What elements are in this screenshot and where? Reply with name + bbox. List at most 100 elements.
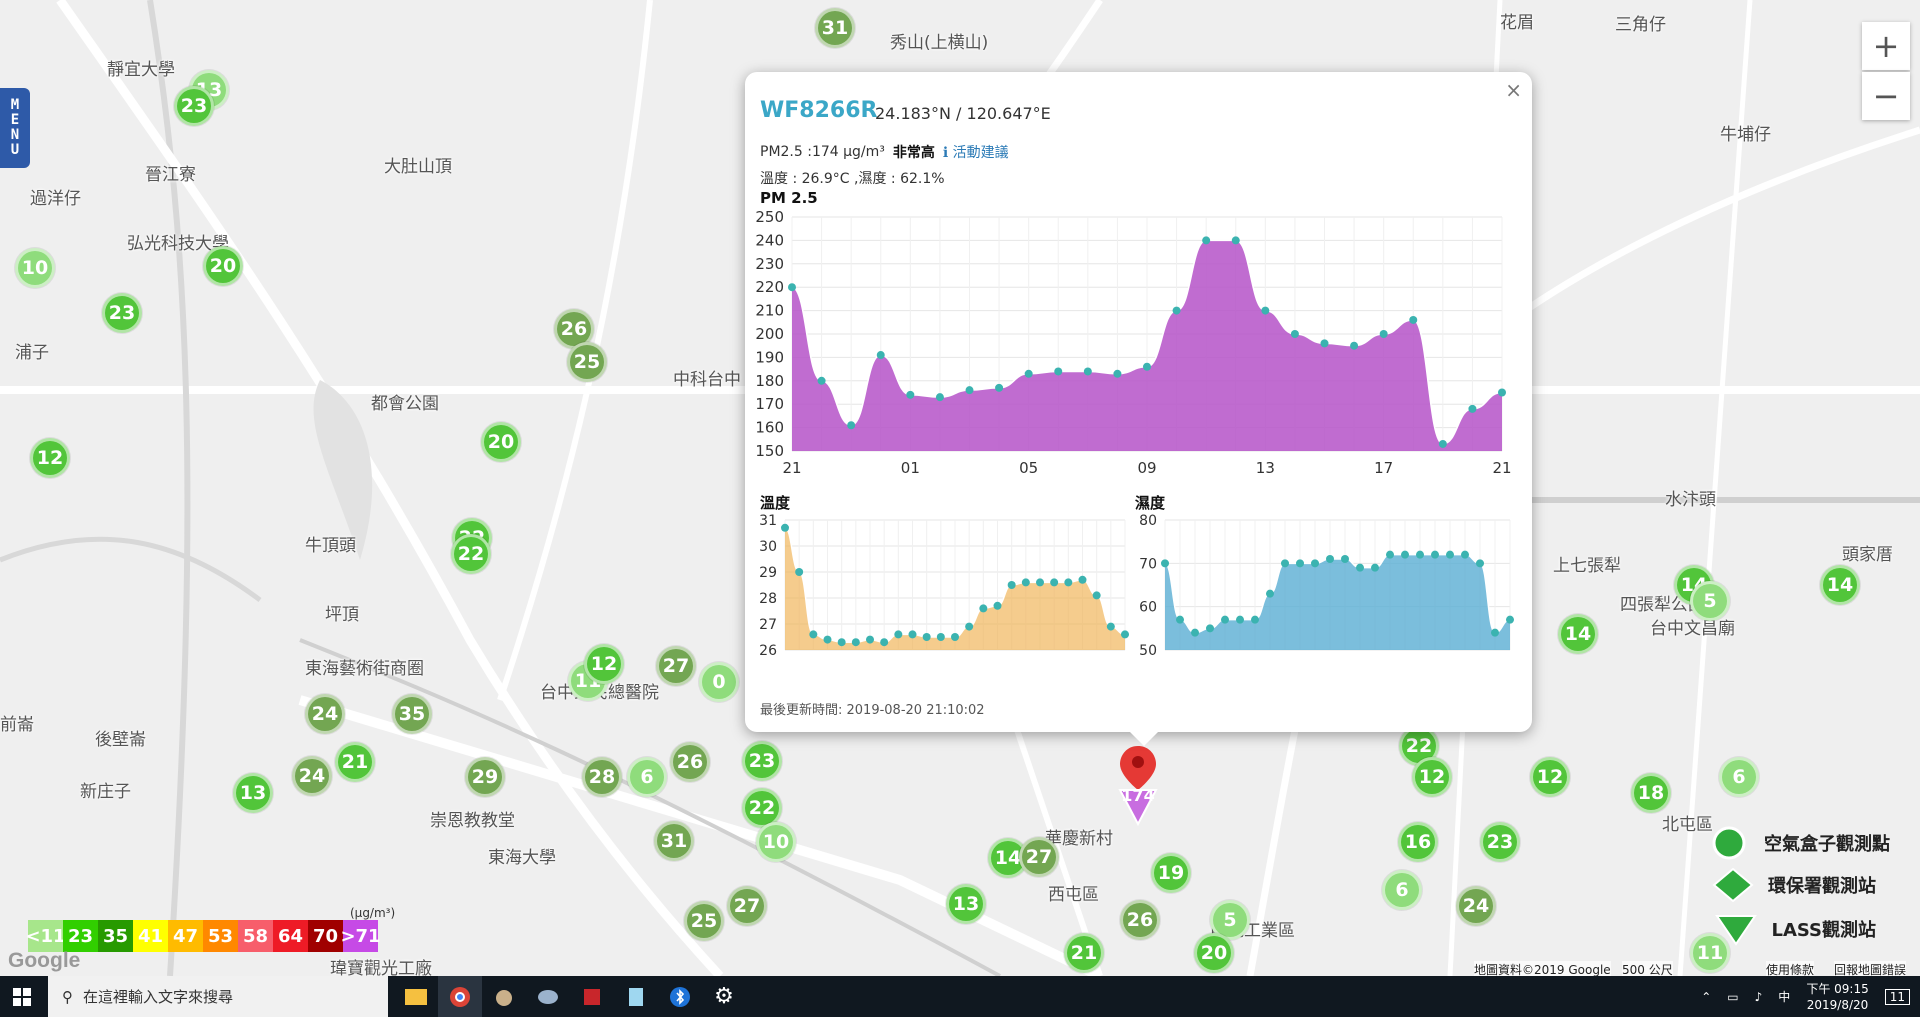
data-point[interactable] <box>1007 581 1016 589</box>
settings-gear-icon[interactable]: ⚙ <box>714 984 734 1009</box>
data-point[interactable] <box>817 376 826 385</box>
sensor-marker[interactable]: 11 <box>1690 933 1730 973</box>
data-point[interactable] <box>837 638 846 647</box>
ime-indicator[interactable]: 中 <box>1778 990 1791 1004</box>
data-point[interactable] <box>1121 630 1129 639</box>
selected-location-pin[interactable] <box>1118 742 1158 828</box>
chrome-icon[interactable] <box>438 976 482 1017</box>
volume-icon[interactable]: ♪ <box>1754 989 1763 1004</box>
station-id[interactable]: WF8266R <box>760 98 878 123</box>
sensor-marker[interactable]: 28 <box>582 757 622 797</box>
data-point[interactable] <box>1379 330 1388 338</box>
data-point[interactable] <box>906 390 915 399</box>
zoom-in-button[interactable]: + <box>1862 22 1910 70</box>
data-point[interactable] <box>1206 624 1214 633</box>
data-point[interactable] <box>1476 559 1484 568</box>
data-point[interactable] <box>1409 315 1418 324</box>
data-point[interactable] <box>809 630 818 639</box>
data-point[interactable] <box>1161 559 1169 568</box>
data-point[interactable] <box>1416 550 1424 559</box>
sensor-marker[interactable]: 20 <box>1194 933 1234 973</box>
sensor-marker[interactable]: 12 <box>584 644 624 684</box>
data-point[interactable] <box>1064 578 1073 587</box>
sensor-marker[interactable]: 24 <box>1456 886 1496 926</box>
app-icon-rabbit[interactable] <box>482 976 526 1017</box>
sensor-marker[interactable]: 20 <box>203 246 243 286</box>
data-point[interactable] <box>1326 555 1334 563</box>
data-point[interactable] <box>1311 559 1319 568</box>
data-point[interactable] <box>1468 404 1477 413</box>
data-point[interactable] <box>788 283 796 292</box>
data-point[interactable] <box>823 635 832 644</box>
sensor-marker[interactable]: 6 <box>1382 870 1422 910</box>
data-point[interactable] <box>847 421 856 430</box>
sensor-marker[interactable]: 14 <box>1820 565 1860 605</box>
sensor-marker[interactable]: 23 <box>742 741 782 781</box>
data-point[interactable] <box>880 638 889 647</box>
data-point[interactable] <box>1371 563 1379 572</box>
sensor-marker[interactable]: 19 <box>1151 853 1191 893</box>
data-point[interactable] <box>935 393 944 402</box>
terms-link[interactable]: 使用條款 <box>1766 961 1815 976</box>
sensor-marker[interactable]: 29 <box>465 757 505 797</box>
data-point[interactable] <box>876 351 885 360</box>
data-point[interactable] <box>1021 578 1030 587</box>
app-icon-paint[interactable] <box>526 976 570 1017</box>
data-point[interactable] <box>1221 615 1229 624</box>
sensor-marker[interactable]: 31 <box>654 821 694 861</box>
network-icon[interactable]: ▭ <box>1727 989 1739 1004</box>
data-point[interactable] <box>1236 615 1244 624</box>
data-point[interactable] <box>965 622 974 631</box>
data-point[interactable] <box>1438 439 1447 448</box>
data-point[interactable] <box>1491 628 1499 637</box>
sensor-marker[interactable]: 14 <box>988 838 1028 878</box>
data-point[interactable] <box>1036 578 1044 587</box>
data-point[interactable] <box>1261 306 1270 315</box>
data-point[interactable] <box>1092 591 1101 600</box>
data-point[interactable] <box>908 630 917 639</box>
data-point[interactable] <box>1296 559 1304 568</box>
sensor-marker[interactable]: 21 <box>335 742 375 782</box>
data-point[interactable] <box>993 601 1002 610</box>
sensor-marker[interactable]: 23 <box>1480 822 1520 862</box>
sensor-marker[interactable]: 18 <box>1631 773 1671 813</box>
sensor-marker[interactable]: 31 <box>815 8 855 48</box>
data-point[interactable] <box>1176 615 1184 624</box>
sensor-marker[interactable]: 27 <box>727 886 767 926</box>
data-point[interactable] <box>922 633 931 641</box>
data-point[interactable] <box>1401 550 1409 559</box>
sensor-marker[interactable]: 23 <box>174 86 214 126</box>
data-point[interactable] <box>1350 341 1359 350</box>
data-point[interactable] <box>1506 615 1514 624</box>
data-point[interactable] <box>1461 550 1469 559</box>
sensor-marker[interactable]: 13 <box>233 773 273 813</box>
data-point[interactable] <box>1251 615 1259 624</box>
app-icon-red[interactable] <box>570 976 614 1017</box>
windows-start-button[interactable] <box>0 976 44 1017</box>
data-point[interactable] <box>1281 559 1289 568</box>
sensor-marker[interactable]: 20 <box>481 422 521 462</box>
sensor-marker[interactable]: 22 <box>742 788 782 828</box>
sensor-marker[interactable]: 27 <box>1019 837 1059 877</box>
sensor-marker[interactable]: 26 <box>1120 900 1160 940</box>
clock[interactable]: 下午 09:15 2019/8/20 <box>1806 981 1868 1013</box>
data-point[interactable] <box>995 383 1004 392</box>
advice-link[interactable]: ℹ 活動建議 <box>943 142 1009 162</box>
data-point[interactable] <box>795 568 804 576</box>
data-point[interactable] <box>1172 306 1181 315</box>
data-point[interactable] <box>781 523 789 532</box>
data-point[interactable] <box>1143 362 1151 371</box>
data-point[interactable] <box>1113 369 1122 378</box>
data-point[interactable] <box>1202 236 1211 245</box>
sensor-marker[interactable]: 26 <box>670 742 710 782</box>
data-point[interactable] <box>1106 622 1115 631</box>
data-point[interactable] <box>951 633 959 641</box>
taskbar-search-box[interactable]: ⚲ 在這裡輸入文字來搜尋 <box>48 976 388 1017</box>
sensor-marker[interactable]: 6 <box>1719 757 1759 797</box>
data-point[interactable] <box>1341 555 1349 563</box>
sensor-marker[interactable]: 13 <box>946 884 986 924</box>
file-explorer-icon[interactable] <box>394 976 438 1017</box>
chevron-up-icon[interactable]: ⌃ <box>1701 989 1712 1004</box>
sensor-marker[interactable]: 10 <box>756 822 796 862</box>
